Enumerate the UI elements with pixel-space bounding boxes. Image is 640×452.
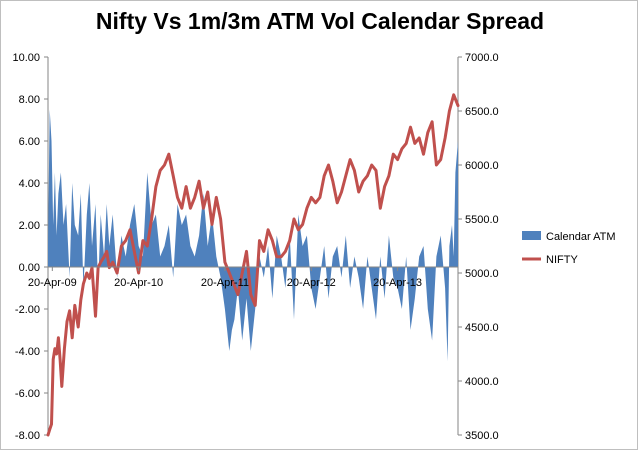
- legend-swatch-calendar-atm: [522, 231, 541, 240]
- left-tick-label: 2.00: [19, 220, 40, 232]
- right-tick-label: 6000.0: [465, 160, 499, 172]
- right-tick-label: 3500.0: [465, 430, 499, 442]
- left-tick-label: -6.00: [15, 388, 40, 400]
- x-tick-label: 20-Apr-12: [287, 277, 336, 289]
- left-tick-label: 4.00: [19, 178, 40, 190]
- right-tick-label: 5500.0: [465, 214, 499, 226]
- right-tick-label: 4000.0: [465, 376, 499, 388]
- left-tick-label: -4.00: [15, 346, 40, 358]
- x-tick-label: 20-Apr-13: [373, 277, 422, 289]
- x-tick-label: 20-Apr-09: [28, 277, 77, 289]
- legend: Calendar ATM NIFTY: [522, 231, 616, 266]
- chart-title: Nifty Vs 1m/3m ATM Vol Calendar Spread: [95, 8, 545, 34]
- left-y-axis: -8.00 -6.00 -4.00 -2.00 0.00 2.00 4.00 6.00 8.00…: [12, 52, 49, 442]
- plot-series: [46, 93, 460, 437]
- right-tick-label: 7000.0: [465, 52, 499, 64]
- right-y-axis: 3500.0 4000.0 4500.0 5000.0 5500.0 6000.0 6500…: [457, 52, 499, 442]
- x-tick-label: 20-Apr-10: [114, 277, 163, 289]
- nifty-line: [46, 93, 460, 437]
- left-tick-label: 8.00: [19, 94, 40, 106]
- right-tick-label: 6500.0: [465, 106, 499, 118]
- legend-label-nifty: NIFTY: [546, 254, 578, 266]
- left-tick-label: 0.00: [19, 262, 40, 274]
- left-tick-label: -2.00: [15, 304, 40, 316]
- calendar-atm-area: [48, 109, 458, 362]
- legend-label-calendar-atm: Calendar ATM: [546, 231, 616, 243]
- right-tick-label: 4500.0: [465, 322, 499, 334]
- left-tick-label: -8.00: [15, 430, 40, 442]
- right-tick-label: 5000.0: [465, 268, 499, 280]
- left-tick-label: 6.00: [19, 136, 40, 148]
- left-tick-label: 10.00: [12, 52, 40, 64]
- x-tick-label: 20-Apr-11: [201, 277, 249, 289]
- x-axis: 20-Apr-09 20-Apr-10 20-Apr-11 20-Apr-12 20-A…: [28, 266, 458, 289]
